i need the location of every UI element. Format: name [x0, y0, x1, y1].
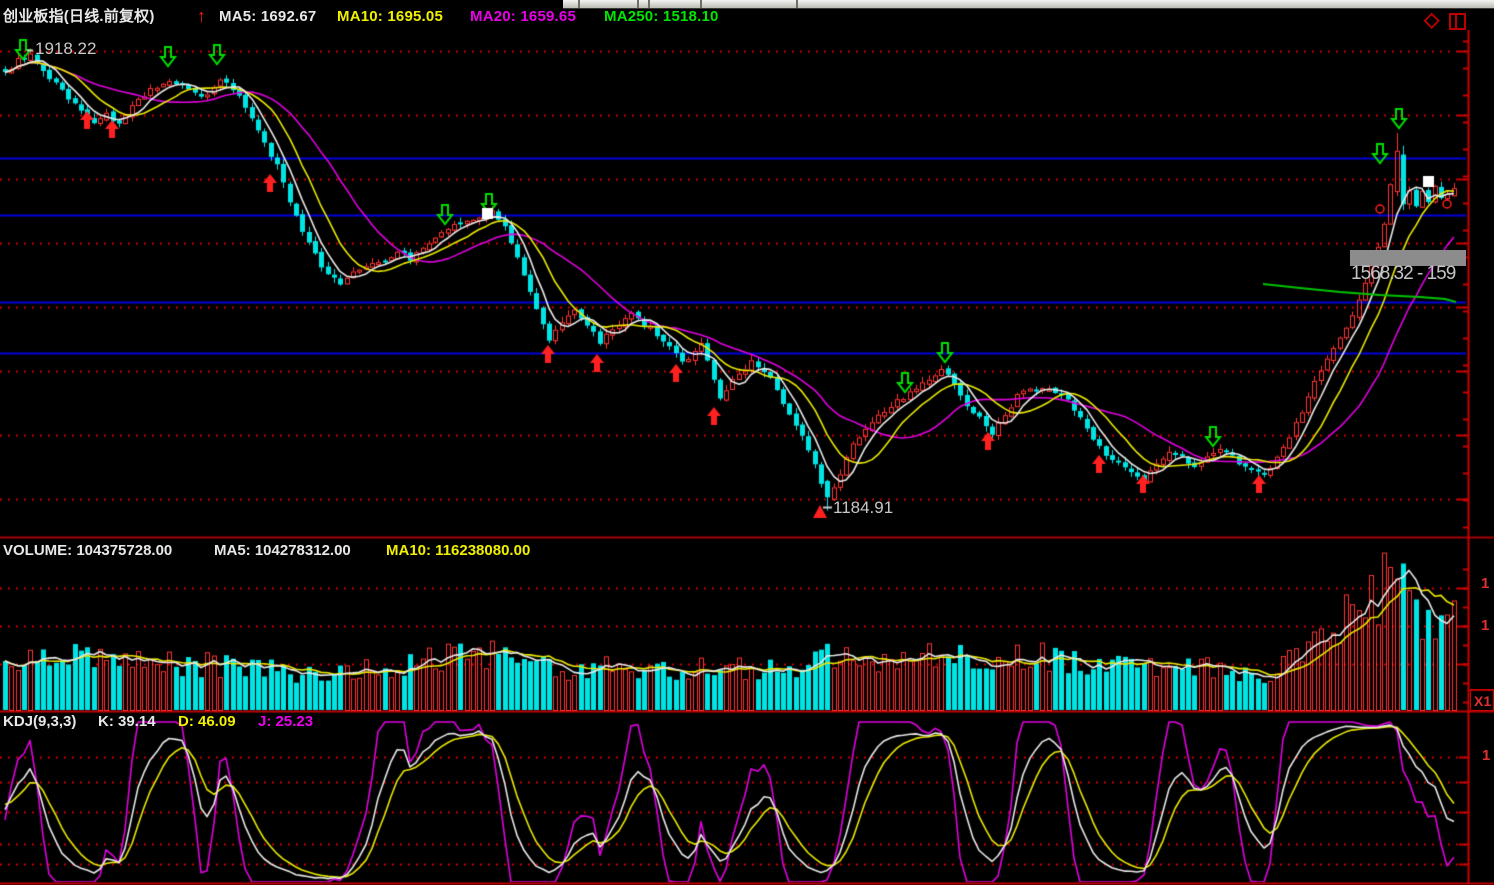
split-window-icon-bar — [1455, 15, 1457, 28]
window-edge-separator — [700, 0, 702, 8]
instrument-title: 创业板指(日线.前复权) — [3, 8, 155, 25]
kdj-d-value: D: 46.09 — [178, 713, 236, 730]
ma250-value: MA250: 1518.10 — [604, 8, 719, 25]
window-edge-separator — [648, 0, 650, 8]
volume-axis-label: 1 — [1481, 575, 1490, 592]
kdj-title: KDJ(9,3,3) — [3, 713, 77, 730]
up-arrow-icon: ↑ — [197, 6, 206, 26]
window-edge-separator — [637, 0, 639, 8]
kdj-k-value: K: 39.14 — [98, 713, 156, 730]
volume-multiplier-badge: X1 — [1470, 689, 1494, 711]
split-window-icon[interactable] — [1449, 13, 1466, 30]
range-highlight-box — [1350, 250, 1466, 266]
volume-axis-label: 1 — [1481, 617, 1490, 634]
volume-ma5-value: MA5: 104278312.00 — [214, 542, 351, 559]
diamond-icon[interactable]: ◇ — [1424, 9, 1440, 31]
ma5-value: MA5: 1692.67 — [219, 8, 317, 25]
window-edge-separator — [578, 0, 580, 8]
kdj-axis-label: 1 — [1482, 747, 1491, 764]
range-tooltip: 1568.32 - 159 — [1351, 263, 1456, 284]
high-price-label: 1918.22 — [35, 39, 97, 58]
ma20-value: MA20: 1659.65 — [470, 8, 576, 25]
volume-ma10-value: MA10: 116238080.00 — [386, 542, 531, 559]
ma10-value: MA10: 1695.05 — [337, 8, 443, 25]
low-price-label: 1184.91 — [833, 498, 894, 517]
background-window-edge — [563, 0, 1494, 9]
window-edge-separator — [796, 0, 798, 8]
volume-value: VOLUME: 104375728.00 — [3, 542, 173, 559]
kdj-j-value: J: 25.23 — [258, 713, 314, 730]
